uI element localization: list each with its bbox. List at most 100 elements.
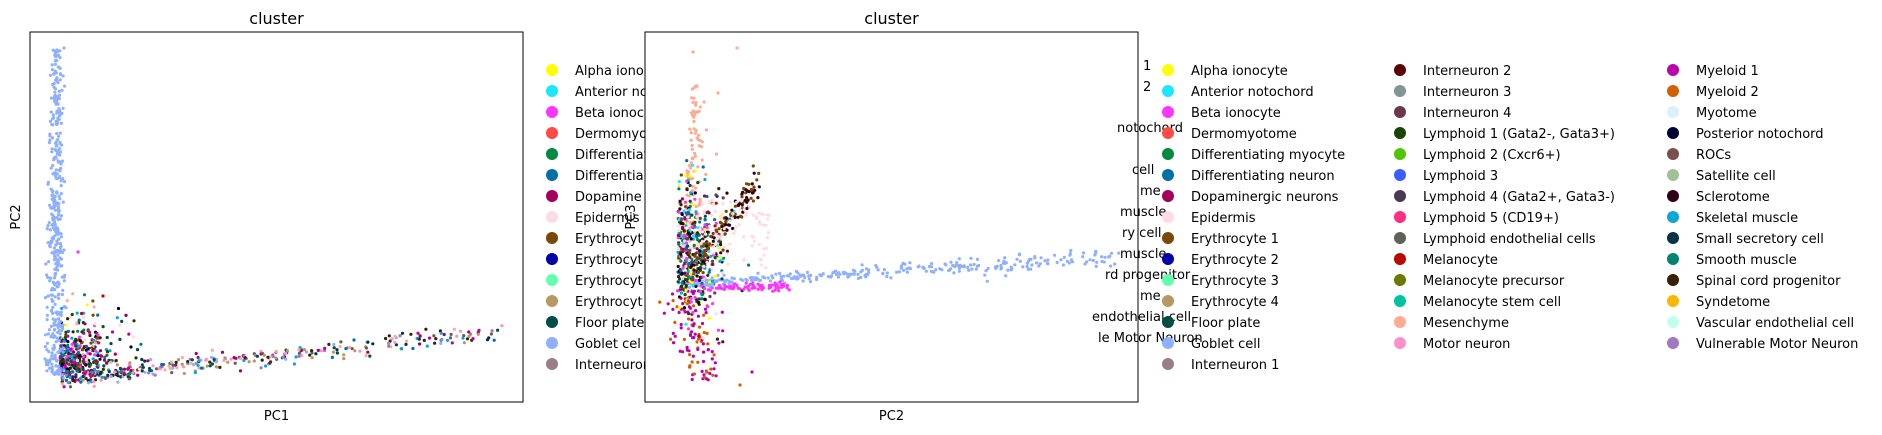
scatter-point xyxy=(680,197,685,201)
scatter-point xyxy=(416,331,420,335)
legend-marker xyxy=(1394,232,1406,244)
scatter-point xyxy=(903,262,907,266)
scatter-point xyxy=(332,346,336,350)
scatter-point xyxy=(113,370,117,374)
scatter-point xyxy=(738,208,743,212)
scatter-point xyxy=(753,286,757,290)
scatter-point xyxy=(55,231,59,235)
scatter-point xyxy=(51,299,55,303)
scatter-point xyxy=(54,271,58,275)
scatter-point xyxy=(692,263,696,267)
scatter-point xyxy=(71,378,75,382)
scatter-point xyxy=(683,200,688,204)
scatter-point xyxy=(683,271,687,275)
scatter-point xyxy=(688,333,693,337)
scatter-point xyxy=(118,366,122,371)
legend-label: ROCs xyxy=(1696,148,1731,163)
scatter-point xyxy=(696,181,700,185)
scatter-point xyxy=(68,366,72,370)
scatter-point xyxy=(704,128,709,132)
scatter-point xyxy=(696,314,701,318)
scatter-point xyxy=(843,271,847,275)
scatter-point xyxy=(393,340,397,344)
scatter-point xyxy=(69,360,73,364)
scatter-point xyxy=(705,260,709,264)
scatter-point xyxy=(984,269,988,273)
legend-label: Anterior no xyxy=(575,85,648,100)
scatter-point xyxy=(721,248,725,252)
scatter-point xyxy=(141,365,145,369)
scatter-point xyxy=(57,53,61,57)
scatter-point xyxy=(62,46,66,50)
legend-label: Epidermis xyxy=(1191,211,1256,226)
scatter-point xyxy=(116,380,120,384)
scatter-point xyxy=(281,355,285,359)
scatter-point xyxy=(218,365,222,369)
scatter-point xyxy=(61,106,65,110)
scatter-point xyxy=(1094,249,1098,253)
scatter-point xyxy=(140,369,144,373)
legend-label: Melanocyte xyxy=(1423,253,1498,268)
scatter-point xyxy=(196,363,200,367)
scatter-point xyxy=(736,215,740,219)
scatter-point xyxy=(61,346,65,350)
scatter-point xyxy=(908,267,913,271)
scatter-point xyxy=(785,274,790,278)
scatter-point xyxy=(107,370,111,374)
scatter-point xyxy=(666,302,670,306)
scatter-point xyxy=(64,378,68,382)
scatter-point xyxy=(908,261,912,265)
scatter-point xyxy=(53,62,58,66)
scatter-point xyxy=(54,95,58,99)
scatter-point xyxy=(728,285,733,289)
scatter-point xyxy=(724,209,728,213)
scatter-point xyxy=(801,279,805,283)
scatter-point xyxy=(692,268,696,272)
scatter-point xyxy=(48,203,52,207)
scatter-point xyxy=(658,300,662,304)
scatter-point xyxy=(703,287,707,291)
scatter-point xyxy=(710,350,714,354)
scatter-point xyxy=(710,259,715,263)
scatter-point xyxy=(953,265,957,269)
scatter-point xyxy=(119,370,123,374)
legend-marker xyxy=(1394,295,1406,307)
scatter-point xyxy=(692,231,697,235)
scatter-point xyxy=(1107,255,1111,259)
scatter-point xyxy=(708,280,712,284)
scatter-point xyxy=(54,364,58,368)
scatter-point xyxy=(331,350,336,354)
scatter-point xyxy=(688,174,692,178)
scatter-point xyxy=(749,275,753,280)
scatter-point xyxy=(239,357,243,361)
scatter-point xyxy=(815,275,819,279)
legend-fragment: muscle xyxy=(1120,205,1166,220)
scatter-point xyxy=(678,349,682,353)
scatter-point xyxy=(92,384,96,388)
scatter-point xyxy=(140,363,144,367)
scatter-point xyxy=(787,288,791,292)
scatter-point xyxy=(808,280,813,284)
scatter-point xyxy=(78,344,82,348)
scatter-point xyxy=(122,371,126,375)
scatter-point xyxy=(702,254,706,258)
legend-marker xyxy=(1162,295,1174,307)
scatter-point xyxy=(132,319,136,323)
scatter-point xyxy=(693,278,698,283)
scatter-point xyxy=(702,194,707,198)
scatter-point xyxy=(749,187,753,192)
scatter-point xyxy=(733,228,737,232)
scatter-point xyxy=(134,356,138,360)
scatter-point xyxy=(685,345,689,350)
scatter-point xyxy=(732,231,736,235)
scatter-point xyxy=(48,244,52,248)
scatter-point xyxy=(997,259,1001,263)
scatter-point xyxy=(1103,255,1107,259)
scatter-point xyxy=(56,159,60,163)
scatter-point xyxy=(88,333,92,338)
scatter-point xyxy=(700,158,704,162)
scatter-point xyxy=(57,89,61,93)
scatter-point xyxy=(690,377,694,382)
scatter-point xyxy=(710,198,714,203)
scatter-point xyxy=(1117,251,1121,255)
